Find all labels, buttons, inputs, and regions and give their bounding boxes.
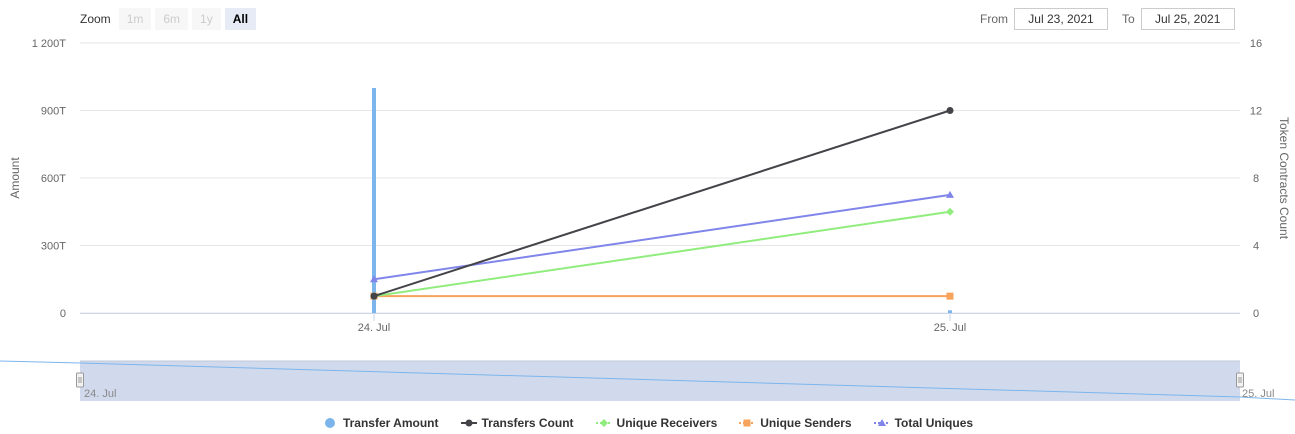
navigator-left-handle[interactable] bbox=[76, 372, 84, 388]
line-transfers-count bbox=[373, 109, 951, 298]
line-total-uniques bbox=[373, 193, 951, 281]
legend-symbol bbox=[460, 419, 477, 427]
right-tick-label: 0 bbox=[1253, 308, 1259, 320]
legend-label: Total Uniques bbox=[894, 416, 974, 430]
legend-item-unique-senders[interactable]: Unique Senders bbox=[739, 414, 852, 432]
legend-item-total-uniques[interactable]: Total Uniques bbox=[873, 414, 974, 432]
x-tick-label: 25. Jul bbox=[934, 322, 966, 334]
left-tick-label: 900T bbox=[41, 106, 66, 118]
range-to-label: To bbox=[1122, 12, 1135, 26]
legend-item-unique-receivers[interactable]: Unique Receivers bbox=[595, 414, 718, 432]
range-to-input[interactable] bbox=[1140, 8, 1235, 30]
x-tick-label: 24. Jul bbox=[358, 322, 390, 334]
legend-item-transfers-count[interactable]: Transfers Count bbox=[460, 414, 574, 432]
line-unique-receivers bbox=[373, 210, 951, 298]
legend-label: Transfers Count bbox=[481, 416, 574, 430]
right-tick-label: 12 bbox=[1250, 106, 1262, 118]
point-total-uniques bbox=[946, 190, 954, 198]
right-tick-label: 8 bbox=[1253, 173, 1259, 185]
chart: 0 0 300T 4 600T 8 900T 12 1 200T 16 Amount Token Co… bbox=[0, 38, 1295, 401]
range-from: From bbox=[980, 8, 1108, 30]
point-transfers-count bbox=[946, 107, 954, 114]
bar-transfer-amount bbox=[948, 310, 952, 313]
legend-symbol bbox=[873, 419, 890, 426]
bar-transfer-amount bbox=[372, 88, 376, 313]
left-tick-label: 0 bbox=[60, 308, 66, 320]
point-unique-senders bbox=[946, 292, 954, 300]
navigator-mask bbox=[80, 361, 1240, 401]
left-tick-label: 600T bbox=[41, 173, 66, 185]
range-to: To bbox=[1122, 8, 1235, 30]
point-total-uniques bbox=[370, 275, 378, 283]
range-from-label: From bbox=[980, 12, 1008, 26]
point-transfers-count bbox=[370, 292, 378, 300]
left-tick-label: 1 200T bbox=[32, 38, 67, 50]
left-axis-title: Amount bbox=[8, 157, 22, 199]
navigator-series-right bbox=[1239, 396, 1295, 401]
zoom-1m-button[interactable]: 1m bbox=[118, 8, 152, 30]
legend-label: Unique Receivers bbox=[616, 416, 718, 430]
point-unique-receivers bbox=[946, 207, 954, 216]
navigator-label: 24. Jul bbox=[84, 388, 116, 400]
navigator-label: 25. Jul bbox=[1242, 388, 1274, 400]
zoom-1y-button[interactable]: 1y bbox=[192, 8, 221, 30]
legend-label: Transfer Amount bbox=[342, 416, 439, 430]
navigator-series bbox=[79, 362, 1241, 398]
legend-label: Unique Senders bbox=[760, 416, 852, 430]
legend-item-transfer-amount[interactable]: Transfer Amount bbox=[322, 414, 439, 432]
right-axis-title: Token Contracts Count bbox=[1277, 117, 1291, 240]
navigator-right-handle[interactable] bbox=[1236, 372, 1244, 388]
right-tick-label: 16 bbox=[1250, 38, 1262, 50]
legend-symbol bbox=[595, 419, 612, 427]
legend-symbol bbox=[324, 418, 335, 428]
legend-symbol bbox=[739, 419, 756, 427]
zoom-label: Zoom bbox=[80, 12, 111, 26]
legend: Transfer Amount Transfers Count Unique Rec… bbox=[0, 414, 1295, 432]
zoom-bar: Zoom 1m 6m 1y All bbox=[80, 8, 257, 30]
right-tick-label: 4 bbox=[1253, 241, 1259, 253]
navigator-series-left bbox=[0, 360, 81, 364]
range-from-input[interactable] bbox=[1014, 8, 1108, 30]
zoom-6m-button[interactable]: 6m bbox=[155, 8, 189, 30]
left-tick-label: 300T bbox=[41, 241, 66, 253]
zoom-all-button[interactable]: All bbox=[224, 8, 257, 30]
